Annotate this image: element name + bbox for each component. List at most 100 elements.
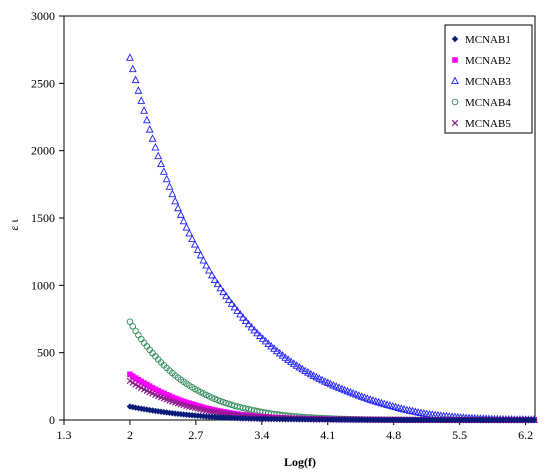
data-point — [149, 384, 156, 391]
data-point — [258, 334, 267, 342]
legend-marker — [451, 119, 459, 127]
x-axis: 1.3 2 2.7 3.4 4.1 4.8 5.5 6.2 — [57, 420, 533, 442]
data-point — [289, 359, 298, 367]
y-tick-label: 1000 — [31, 278, 55, 292]
legend: MCNAB1 MCNAB2 MCNAB3 MCNAB4 MCNAB5 — [444, 24, 533, 134]
data-point — [292, 361, 301, 369]
y-axis: 0 500 1000 1500 2000 2500 3000 — [31, 9, 64, 427]
data-point — [196, 250, 205, 259]
data-point — [151, 143, 160, 151]
legend-item: MCNAB1 — [451, 34, 511, 46]
data-point — [165, 182, 174, 190]
data-point — [223, 409, 229, 416]
data-point — [180, 398, 187, 405]
data-point — [126, 318, 134, 325]
data-point — [244, 319, 253, 328]
y-axis-label: ε ι — [7, 219, 21, 231]
data-point — [127, 371, 133, 378]
data-point — [222, 399, 230, 407]
data-point — [171, 196, 180, 205]
data-point — [243, 412, 249, 418]
data-point — [175, 396, 181, 403]
data-point — [250, 325, 259, 334]
data-point — [233, 306, 242, 314]
data-point — [253, 328, 262, 337]
x-tick-label: 2 — [127, 428, 133, 442]
data-point — [214, 396, 221, 404]
data-point — [178, 397, 184, 404]
legend-item: MCNAB2 — [452, 55, 511, 67]
data-point — [275, 348, 284, 357]
legend-label: MCNAB3 — [465, 76, 511, 88]
data-point — [176, 210, 185, 218]
data-point — [224, 295, 233, 304]
data-point — [210, 275, 219, 283]
y-tick-label: 2000 — [31, 144, 55, 158]
data-point — [217, 397, 224, 405]
data-point — [261, 336, 270, 345]
data-point — [190, 240, 199, 248]
data-point — [228, 410, 235, 417]
data-point — [222, 291, 230, 300]
legend-marker — [451, 98, 459, 106]
x-tick-label: 6.2 — [518, 428, 533, 442]
series-layer — [125, 53, 539, 424]
data-point — [157, 159, 165, 168]
series-MCNAB1 — [126, 403, 538, 424]
data-point — [219, 287, 228, 296]
data-point — [166, 393, 173, 399]
data-point — [128, 64, 137, 73]
x-tick-label: 2.7 — [188, 428, 203, 442]
data-point — [129, 379, 136, 387]
data-point — [185, 228, 194, 237]
data-point — [213, 279, 222, 288]
data-point — [216, 283, 225, 292]
data-point — [239, 313, 247, 321]
data-point — [287, 357, 295, 365]
data-point — [193, 245, 202, 253]
legend-marker — [451, 76, 459, 85]
data-point — [241, 316, 250, 325]
x-tick-label: 4.1 — [320, 428, 335, 442]
data-point — [199, 255, 208, 264]
data-point — [126, 377, 134, 385]
data-point — [141, 380, 147, 386]
data-point — [152, 386, 159, 393]
data-point — [169, 394, 176, 400]
data-point — [125, 53, 134, 61]
legend-item: MCNAB5 — [451, 118, 511, 130]
data-point — [230, 302, 239, 311]
y-tick-label: 1500 — [31, 211, 55, 225]
data-point — [203, 405, 210, 411]
legend-label: MCNAB5 — [465, 118, 511, 130]
y-tick-label: 3000 — [31, 9, 55, 23]
data-point — [138, 378, 145, 385]
legend-label: MCNAB1 — [465, 34, 511, 46]
legend-label: MCNAB4 — [465, 97, 511, 109]
data-point — [227, 299, 236, 307]
y-tick-label: 2500 — [31, 76, 55, 90]
data-point — [161, 390, 167, 397]
x-tick-label: 4.8 — [386, 428, 401, 442]
data-point — [135, 331, 142, 339]
data-point — [132, 375, 139, 381]
data-point — [179, 216, 188, 225]
x-tick-label: 1.3 — [57, 428, 72, 442]
data-point — [137, 96, 146, 104]
data-point — [148, 134, 157, 142]
legend-box — [444, 24, 533, 134]
data-point — [278, 351, 287, 359]
data-point — [234, 411, 241, 417]
legend-label: MCNAB2 — [465, 55, 511, 67]
data-point — [226, 409, 232, 416]
data-point — [267, 341, 276, 350]
data-point — [172, 395, 178, 402]
data-point — [163, 391, 170, 398]
data-point — [207, 270, 216, 279]
data-point — [264, 339, 273, 347]
data-point — [225, 400, 233, 408]
data-point — [188, 234, 197, 243]
x-tick-label: 5.5 — [452, 428, 467, 442]
